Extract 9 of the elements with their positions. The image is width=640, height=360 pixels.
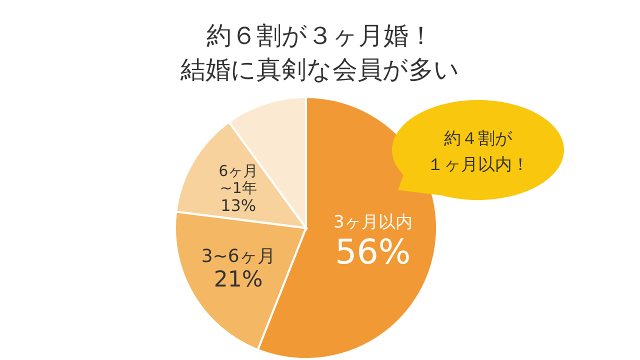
chart-subtitle: 結婚に真剣な会員が多い <box>180 55 460 84</box>
slice-label: 6ヶ月~1年 <box>218 162 258 198</box>
slice-label: 3~6ヶ月 <box>201 246 276 268</box>
text: 約４割が１ヶ月以内！ <box>427 129 529 175</box>
chart-title: 約６割が３ヶ月婚！ <box>206 21 434 50</box>
data-label: 21% <box>214 268 263 293</box>
slice-label: 3ヶ月以内 <box>334 212 412 233</box>
data-label: 56% <box>335 232 411 272</box>
data-label: 13% <box>220 196 256 216</box>
